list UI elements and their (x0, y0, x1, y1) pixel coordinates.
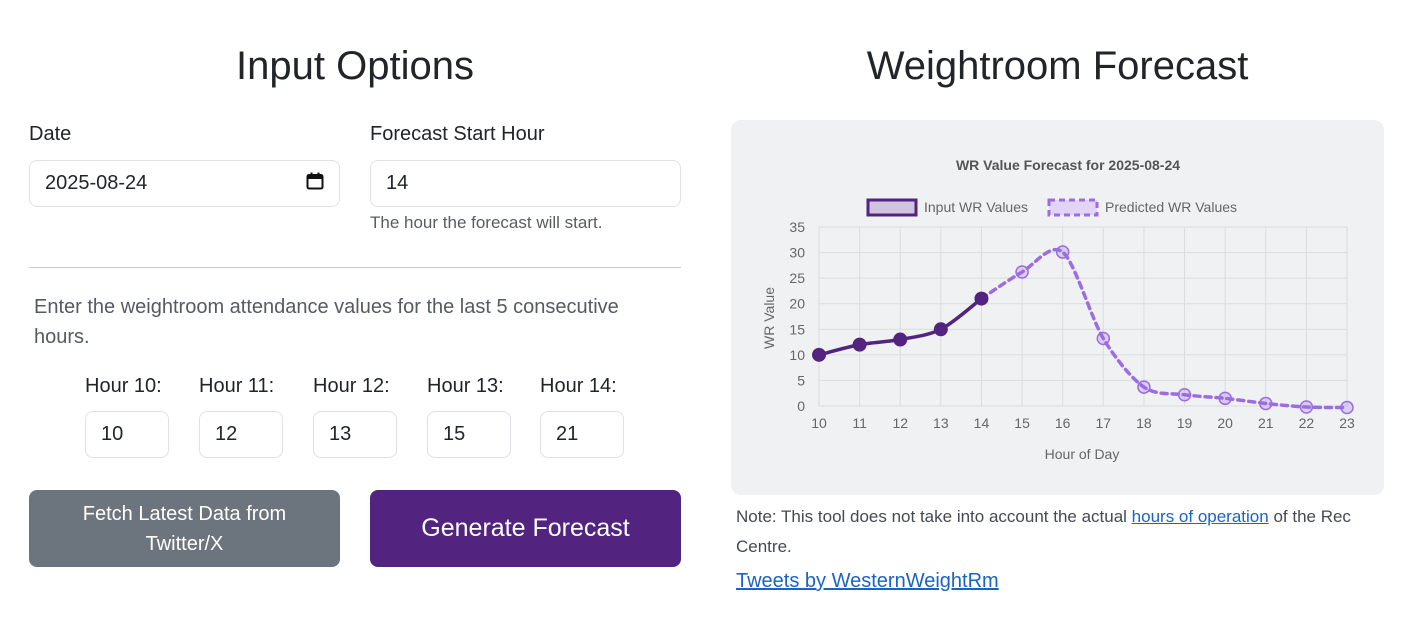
predicted-point (1299, 400, 1314, 414)
start-hour-label: Forecast Start Hour (370, 123, 545, 145)
hour-label: Hour 13: (427, 375, 504, 397)
input-point (852, 337, 867, 352)
predicted-point (1259, 396, 1273, 411)
legend: Input WR Values Predicted WR Values (866, 198, 1237, 217)
predicted-point (1137, 380, 1151, 394)
hour-value: 15 (443, 423, 466, 445)
hour-field-10: Hour 10: 10 (85, 375, 175, 458)
hour-value: 13 (329, 423, 352, 445)
divider (29, 267, 681, 268)
calendar-icon[interactable] (306, 172, 324, 196)
x-tick-label: 16 (1055, 415, 1071, 431)
x-tick-label: 12 (892, 415, 908, 431)
hour-input[interactable]: 13 (313, 411, 397, 458)
input-options-title: Input Options (236, 44, 474, 88)
legend-swatch-input (866, 198, 918, 217)
hour-value: 10 (101, 423, 124, 445)
chart-card: WR Value Forecast for 2025-08-24 Input W… (731, 120, 1384, 495)
y-tick-label: 25 (789, 270, 805, 286)
hour-label: Hour 10: (85, 375, 162, 397)
x-tick-label: 15 (1014, 415, 1030, 431)
hour-input[interactable]: 10 (85, 411, 169, 458)
note-prefix: Note: This tool does not take into accou… (736, 507, 1132, 526)
legend-label-predicted: Predicted WR Values (1105, 199, 1237, 215)
y-tick-label: 20 (789, 296, 805, 312)
hour-label: Hour 12: (313, 375, 390, 397)
x-tick-label: 14 (974, 415, 990, 431)
x-tick-label: 18 (1136, 415, 1152, 431)
y-axis-label: WR Value (761, 287, 777, 349)
y-tick-label: 0 (797, 398, 805, 414)
chart-title: WR Value Forecast for 2025-08-24 (956, 157, 1180, 173)
hour-value: 12 (215, 423, 238, 445)
x-tick-label: 17 (1096, 415, 1112, 431)
hour-field-11: Hour 11: 12 (199, 375, 289, 458)
x-axis-label: Hour of Day (1045, 446, 1120, 462)
predicted-point (1177, 387, 1192, 402)
y-tick-label: 10 (789, 347, 805, 363)
y-tick-label: 5 (797, 372, 805, 388)
hour-field-12: Hour 12: 13 (313, 375, 403, 458)
x-tick-label: 10 (811, 415, 827, 431)
date-input[interactable]: 2025-08-24 (29, 160, 340, 207)
tweets-container: Tweets by WesternWeightRm (736, 570, 999, 593)
x-tick-label: 22 (1299, 415, 1315, 431)
hour-label: Hour 14: (540, 375, 617, 397)
input-point (893, 332, 908, 347)
hour-label: Hour 11: (199, 375, 275, 397)
operation-note: Note: This tool does not take into accou… (736, 502, 1384, 562)
date-label: Date (29, 123, 72, 145)
hour-input[interactable]: 21 (540, 411, 624, 458)
input-point (812, 347, 826, 362)
hour-value: 21 (556, 423, 579, 445)
fetch-latest-data-button[interactable]: Fetch Latest Data from Twitter/X (29, 490, 340, 567)
start-hour-input[interactable]: 14 (370, 160, 681, 207)
start-hour-help: The hour the forecast will start. (370, 213, 603, 232)
instructions-text: Enter the weightroom attendance values f… (34, 296, 619, 348)
x-tick-label: 23 (1339, 415, 1355, 431)
legend-label-input: Input WR Values (924, 199, 1028, 215)
predicted-point (1096, 331, 1111, 346)
x-tick-label: 20 (1217, 415, 1233, 431)
hour-field-14: Hour 14: 21 (540, 375, 630, 458)
start-hour-value: 14 (386, 172, 409, 194)
predicted-point (1055, 245, 1070, 259)
predicted-point (1218, 391, 1232, 406)
y-tick-label: 35 (789, 219, 805, 235)
predicted-series-line (979, 248, 1349, 410)
hour-input[interactable]: 12 (199, 411, 283, 458)
input-point (974, 291, 989, 306)
hour-input[interactable]: 15 (427, 411, 511, 458)
tweets-link[interactable]: Tweets by WesternWeightRm (736, 570, 999, 592)
predicted-point (1340, 400, 1354, 415)
x-tick-label: 19 (1177, 415, 1193, 431)
forecast-chart: WR Value Forecast for 2025-08-24 Input W… (761, 157, 1355, 462)
forecast-title: Weightroom Forecast (866, 44, 1249, 88)
hour-field-13: Hour 13: 15 (427, 375, 517, 458)
y-tick-label: 15 (789, 321, 805, 337)
x-tick-label: 13 (933, 415, 949, 431)
y-tick-label: 30 (789, 245, 805, 261)
hours-of-operation-link[interactable]: hours of operation (1131, 507, 1269, 526)
predicted-point (1015, 265, 1029, 279)
x-tick-label: 11 (852, 415, 867, 431)
input-point (933, 322, 948, 337)
note-suffix: of the Rec Centre. (736, 507, 1351, 556)
x-tick-label: 21 (1258, 415, 1274, 431)
generate-forecast-button[interactable]: Generate Forecast (370, 490, 681, 567)
legend-swatch-predicted (1047, 198, 1099, 217)
date-value: 2025-08-24 (45, 172, 148, 194)
